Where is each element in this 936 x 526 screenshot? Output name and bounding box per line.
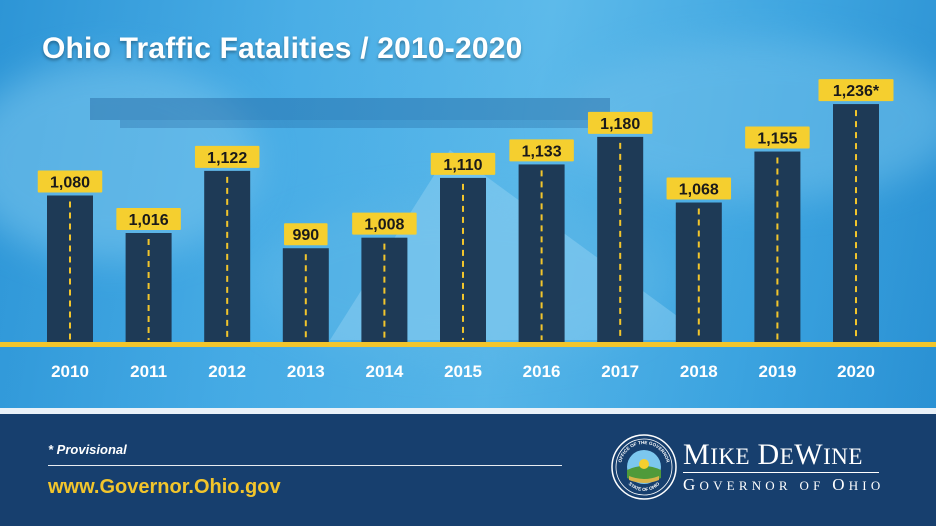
website-link[interactable]: www.Governor.Ohio.gov (48, 476, 281, 498)
value-label-2011: 1,016 (129, 212, 169, 229)
bar-2017 (597, 136, 644, 342)
x-tick-2013: 2013 (287, 362, 325, 381)
x-tick-2012: 2012 (208, 362, 246, 381)
x-tick-2020: 2020 (837, 362, 875, 381)
governor-name-rule (683, 472, 879, 473)
x-tick-2015: 2015 (444, 362, 482, 381)
footer-divider (0, 408, 936, 414)
value-label-2018: 1,068 (679, 182, 719, 199)
bar-2013 (282, 248, 329, 342)
value-label-2012: 1,122 (207, 150, 247, 167)
value-label-box-2019 (745, 126, 810, 149)
value-label-2020: 1,236* (833, 83, 880, 100)
chart-baseline (0, 342, 936, 347)
provisional-footnote: * Provisional (48, 442, 127, 457)
value-label-box-2010 (37, 170, 103, 193)
x-tick-2010: 2010 (51, 362, 89, 381)
governor-seal-icon: OFFICE OF THE GOVERNOR STATE OF OHIO (611, 434, 677, 500)
footer-rule (48, 465, 562, 466)
value-label-box-2013 (284, 223, 328, 246)
value-label-box-2014 (352, 212, 417, 235)
x-tick-2016: 2016 (523, 362, 561, 381)
footer-bar: * Provisional www.Governor.Ohio.gov OFFI… (0, 414, 936, 526)
x-tick-2018: 2018 (680, 362, 718, 381)
overpass-bridge (90, 98, 610, 120)
x-tick-2011: 2011 (130, 362, 167, 381)
x-tick-2019: 2019 (758, 362, 796, 381)
value-label-2013: 990 (292, 227, 319, 244)
governor-title: GOVERNOR OF OHIO (683, 475, 885, 494)
value-label-2017: 1,180 (600, 116, 640, 133)
value-label-box-2016 (509, 139, 574, 162)
overpass-shadow (120, 120, 590, 128)
x-tick-2017: 2017 (601, 362, 639, 381)
chart-title: Ohio Traffic Fatalities / 2010-2020 (42, 32, 523, 65)
governor-name: MIKE DEWINE (683, 438, 863, 471)
value-label-2019: 1,155 (757, 131, 797, 148)
bar-chart: 1,080 2010 1,016 2011 1,122 2012 990 2013 1,008 2… (37, 79, 894, 381)
value-label-box-2017 (587, 111, 653, 134)
value-label-box-2011 (116, 207, 181, 230)
value-label-2010: 1,080 (50, 174, 90, 191)
value-label-2014: 1,008 (364, 217, 404, 234)
value-label-2015: 1,110 (443, 157, 482, 174)
value-label-box-2015 (430, 152, 496, 175)
value-label-box-2018 (666, 177, 732, 200)
bar-2015 (440, 177, 486, 342)
value-label-2016: 1,133 (522, 143, 562, 160)
x-tick-2014: 2014 (365, 362, 403, 381)
value-label-box-2012 (194, 145, 260, 168)
value-label-box-2020 (818, 79, 894, 102)
